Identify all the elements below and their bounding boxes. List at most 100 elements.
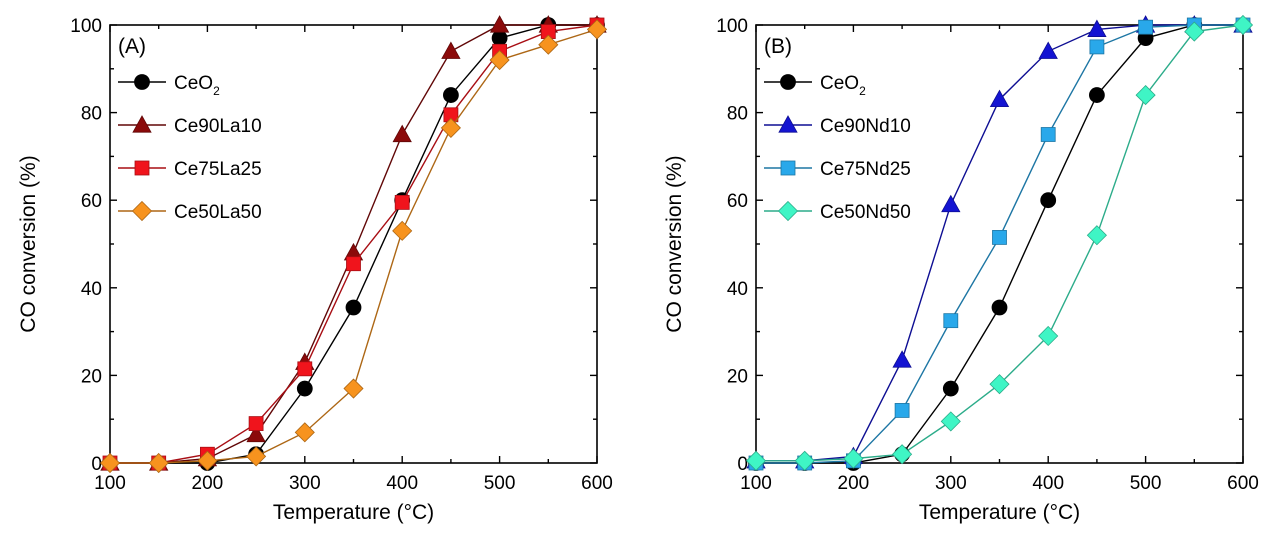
data-point	[941, 194, 961, 213]
legend-marker	[134, 74, 150, 90]
data-point	[940, 411, 961, 432]
data-point	[1040, 127, 1056, 142]
data-point	[843, 448, 864, 469]
data-point	[489, 49, 510, 71]
panel-label: (B)	[764, 35, 792, 58]
chart-panel-a: 100 200 300 400 500 600 0 20 40 60 80 100 Temperatur…	[17, 15, 613, 524]
x-tick-label: 400	[1032, 473, 1064, 494]
data-point	[246, 424, 266, 443]
y-axis-title: CO conversion (%)	[17, 155, 40, 332]
y-tick-label: 40	[81, 279, 102, 300]
data-point	[586, 19, 608, 40]
legend-label: Ce50La50	[174, 202, 262, 223]
legend: CeO2 Ce90Nd10 Ce75Nd25 Ce50Nd50	[764, 73, 911, 223]
data-point	[538, 34, 559, 55]
data-point	[296, 380, 313, 397]
x-tick-label: 100	[94, 473, 126, 494]
data-point	[489, 15, 510, 33]
data-point	[442, 87, 459, 103]
data-point	[441, 41, 461, 59]
data-point	[197, 450, 218, 471]
y-tick-label: 0	[737, 454, 748, 475]
x-tick-label: 300	[289, 473, 321, 494]
x-tick-label: 200	[838, 473, 870, 494]
x-tick-label: 200	[192, 473, 224, 494]
x-tick-label: 600	[581, 473, 613, 494]
data-point	[989, 374, 1010, 395]
data-point	[294, 422, 315, 443]
legend-marker	[778, 115, 798, 133]
data-point	[246, 446, 267, 467]
legend-marker	[777, 200, 799, 222]
data-point	[345, 299, 362, 316]
data-point	[1038, 325, 1059, 347]
x-tick-label: 400	[386, 473, 418, 494]
data-point	[745, 450, 767, 471]
data-point	[989, 89, 1010, 108]
data-point	[394, 194, 410, 210]
x-tick-label: 500	[484, 473, 516, 494]
y-tick-label: 60	[727, 191, 748, 212]
legend-marker	[134, 160, 150, 176]
data-point	[1038, 41, 1058, 59]
data-point	[1232, 14, 1254, 36]
data-point	[392, 220, 413, 241]
y-tick-label: 0	[91, 454, 102, 475]
x-axis-title: Temperature (°C)	[919, 501, 1080, 524]
data-point	[148, 452, 169, 474]
data-point	[894, 403, 910, 418]
legend: CeO2 Ce90La10 Ce75La25 Ce50La50	[118, 73, 262, 223]
data-point	[991, 299, 1008, 316]
x-tick-label: 300	[935, 473, 967, 494]
data-point	[1040, 192, 1057, 209]
y-tick-label: 40	[727, 279, 748, 300]
legend-label: Ce75La25	[174, 159, 262, 180]
y-axis-title: CO conversion (%)	[663, 155, 686, 332]
data-point	[440, 117, 461, 138]
data-point	[1138, 19, 1153, 35]
x-axis-title: Temperature (°C)	[273, 501, 434, 524]
data-point	[1089, 87, 1105, 103]
y-tick-label: 20	[81, 366, 102, 387]
legend-label: Ce90Nd10	[820, 116, 911, 137]
legend-marker	[131, 200, 153, 222]
x-tick-label: 500	[1130, 473, 1162, 494]
data-point	[1089, 39, 1105, 55]
data-point	[1135, 85, 1156, 106]
data-point	[992, 230, 1007, 245]
legend-marker	[132, 115, 152, 133]
y-tick-label: 60	[81, 191, 102, 212]
chart-panel-b: 100 200 300 400 500 600 0 20 40 60 80 100 Temperatur…	[663, 14, 1259, 524]
data-point	[1087, 19, 1107, 37]
legend-label: Ce50Nd50	[820, 202, 911, 223]
legend-label: Ce90La10	[174, 116, 262, 137]
data-point	[392, 124, 412, 143]
data-point	[943, 313, 959, 329]
data-point	[343, 378, 364, 399]
data-point	[942, 380, 959, 397]
legend-label: CeO2	[174, 73, 220, 98]
legend-marker	[780, 160, 796, 176]
series-3	[99, 19, 608, 474]
legend-marker	[780, 74, 796, 90]
data-point	[794, 450, 815, 471]
y-tick-label: 100	[70, 16, 102, 37]
data-point	[248, 416, 264, 431]
y-tick-label: 80	[727, 104, 748, 125]
y-tick-label: 20	[727, 366, 748, 387]
x-tick-label: 100	[740, 473, 772, 494]
panel-label: (A)	[118, 35, 146, 58]
data-point	[491, 30, 508, 47]
series-3	[745, 14, 1254, 471]
legend-label: CeO2	[820, 73, 866, 98]
data-point	[1184, 21, 1205, 42]
y-tick-label: 100	[716, 16, 748, 37]
x-tick-label: 600	[1227, 473, 1259, 494]
data-point	[892, 444, 913, 465]
data-point	[1086, 225, 1107, 246]
legend-label: Ce75Nd25	[820, 159, 911, 180]
data-point	[99, 452, 121, 474]
data-point	[297, 361, 313, 377]
data-point	[346, 256, 361, 272]
